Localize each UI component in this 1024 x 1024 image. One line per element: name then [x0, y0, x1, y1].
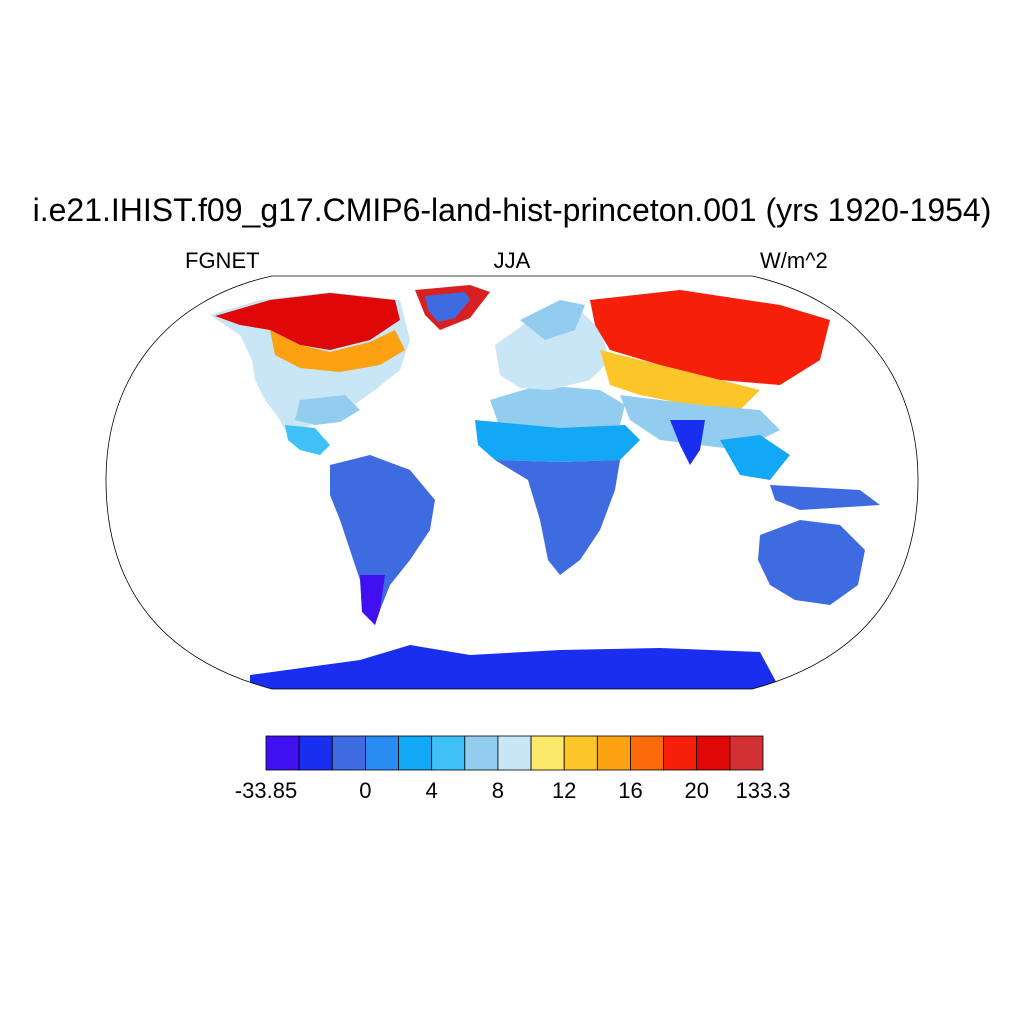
colorbar-box — [431, 735, 466, 771]
colorbar-tick-label: 8 — [491, 778, 505, 803]
africa-sahel-region — [475, 420, 640, 462]
colorbar-tick-label: 4 — [425, 778, 438, 803]
colorbar-box — [497, 735, 532, 771]
colorbar-box — [729, 735, 764, 771]
colorbar-box — [530, 735, 565, 771]
central-asia-region — [600, 350, 760, 410]
colorbar-box — [630, 735, 665, 771]
colorbar-tick-label: -33.85 — [234, 778, 298, 803]
siberia-region — [590, 290, 830, 385]
colorbar-tick-label: 20 — [684, 778, 709, 803]
colorbar-box — [265, 735, 300, 771]
scandinavia-region — [520, 300, 585, 340]
colorbar-tick-label: 16 — [618, 778, 643, 803]
colorbar-box — [696, 735, 731, 771]
colorbar-tick-label: 12 — [551, 778, 577, 803]
season-label: JJA — [493, 248, 531, 273]
canada-north-region — [215, 293, 400, 350]
colorbar-box — [398, 735, 433, 771]
colorbar-tick-label: 0 — [359, 778, 372, 803]
colorbar-box — [596, 735, 631, 771]
map-title: i.e21.IHIST.f09_g17.CMIP6-land-hist-prin… — [32, 192, 992, 228]
colorbar-box — [464, 735, 499, 771]
colorbar-box — [331, 735, 366, 771]
colorbar-box — [663, 735, 698, 771]
australia-region — [758, 520, 865, 605]
africa-north-region — [490, 385, 625, 430]
europe-region — [495, 310, 610, 390]
southeast-asia-region — [720, 435, 790, 480]
canada-mid-region — [270, 330, 405, 372]
greenland-interior — [425, 292, 470, 322]
mexico-region — [285, 425, 330, 455]
patagonia-region — [360, 575, 385, 625]
usa-east-region — [295, 395, 360, 425]
globe-outline — [105, 275, 919, 690]
indonesia-region — [770, 485, 880, 510]
land-field — [210, 285, 880, 689]
colorbar-box — [364, 735, 399, 771]
units-label: W/m^2 — [760, 248, 828, 273]
south-america-region — [330, 455, 435, 625]
variable-label: FGNET — [185, 248, 260, 273]
india-region — [670, 420, 705, 465]
colorbar-box — [563, 735, 598, 771]
antarctica-region — [250, 645, 780, 689]
colorbar-tick-label: 133.3 — [735, 778, 791, 803]
colorbar-box — [298, 735, 333, 771]
africa-south-region — [495, 460, 620, 575]
